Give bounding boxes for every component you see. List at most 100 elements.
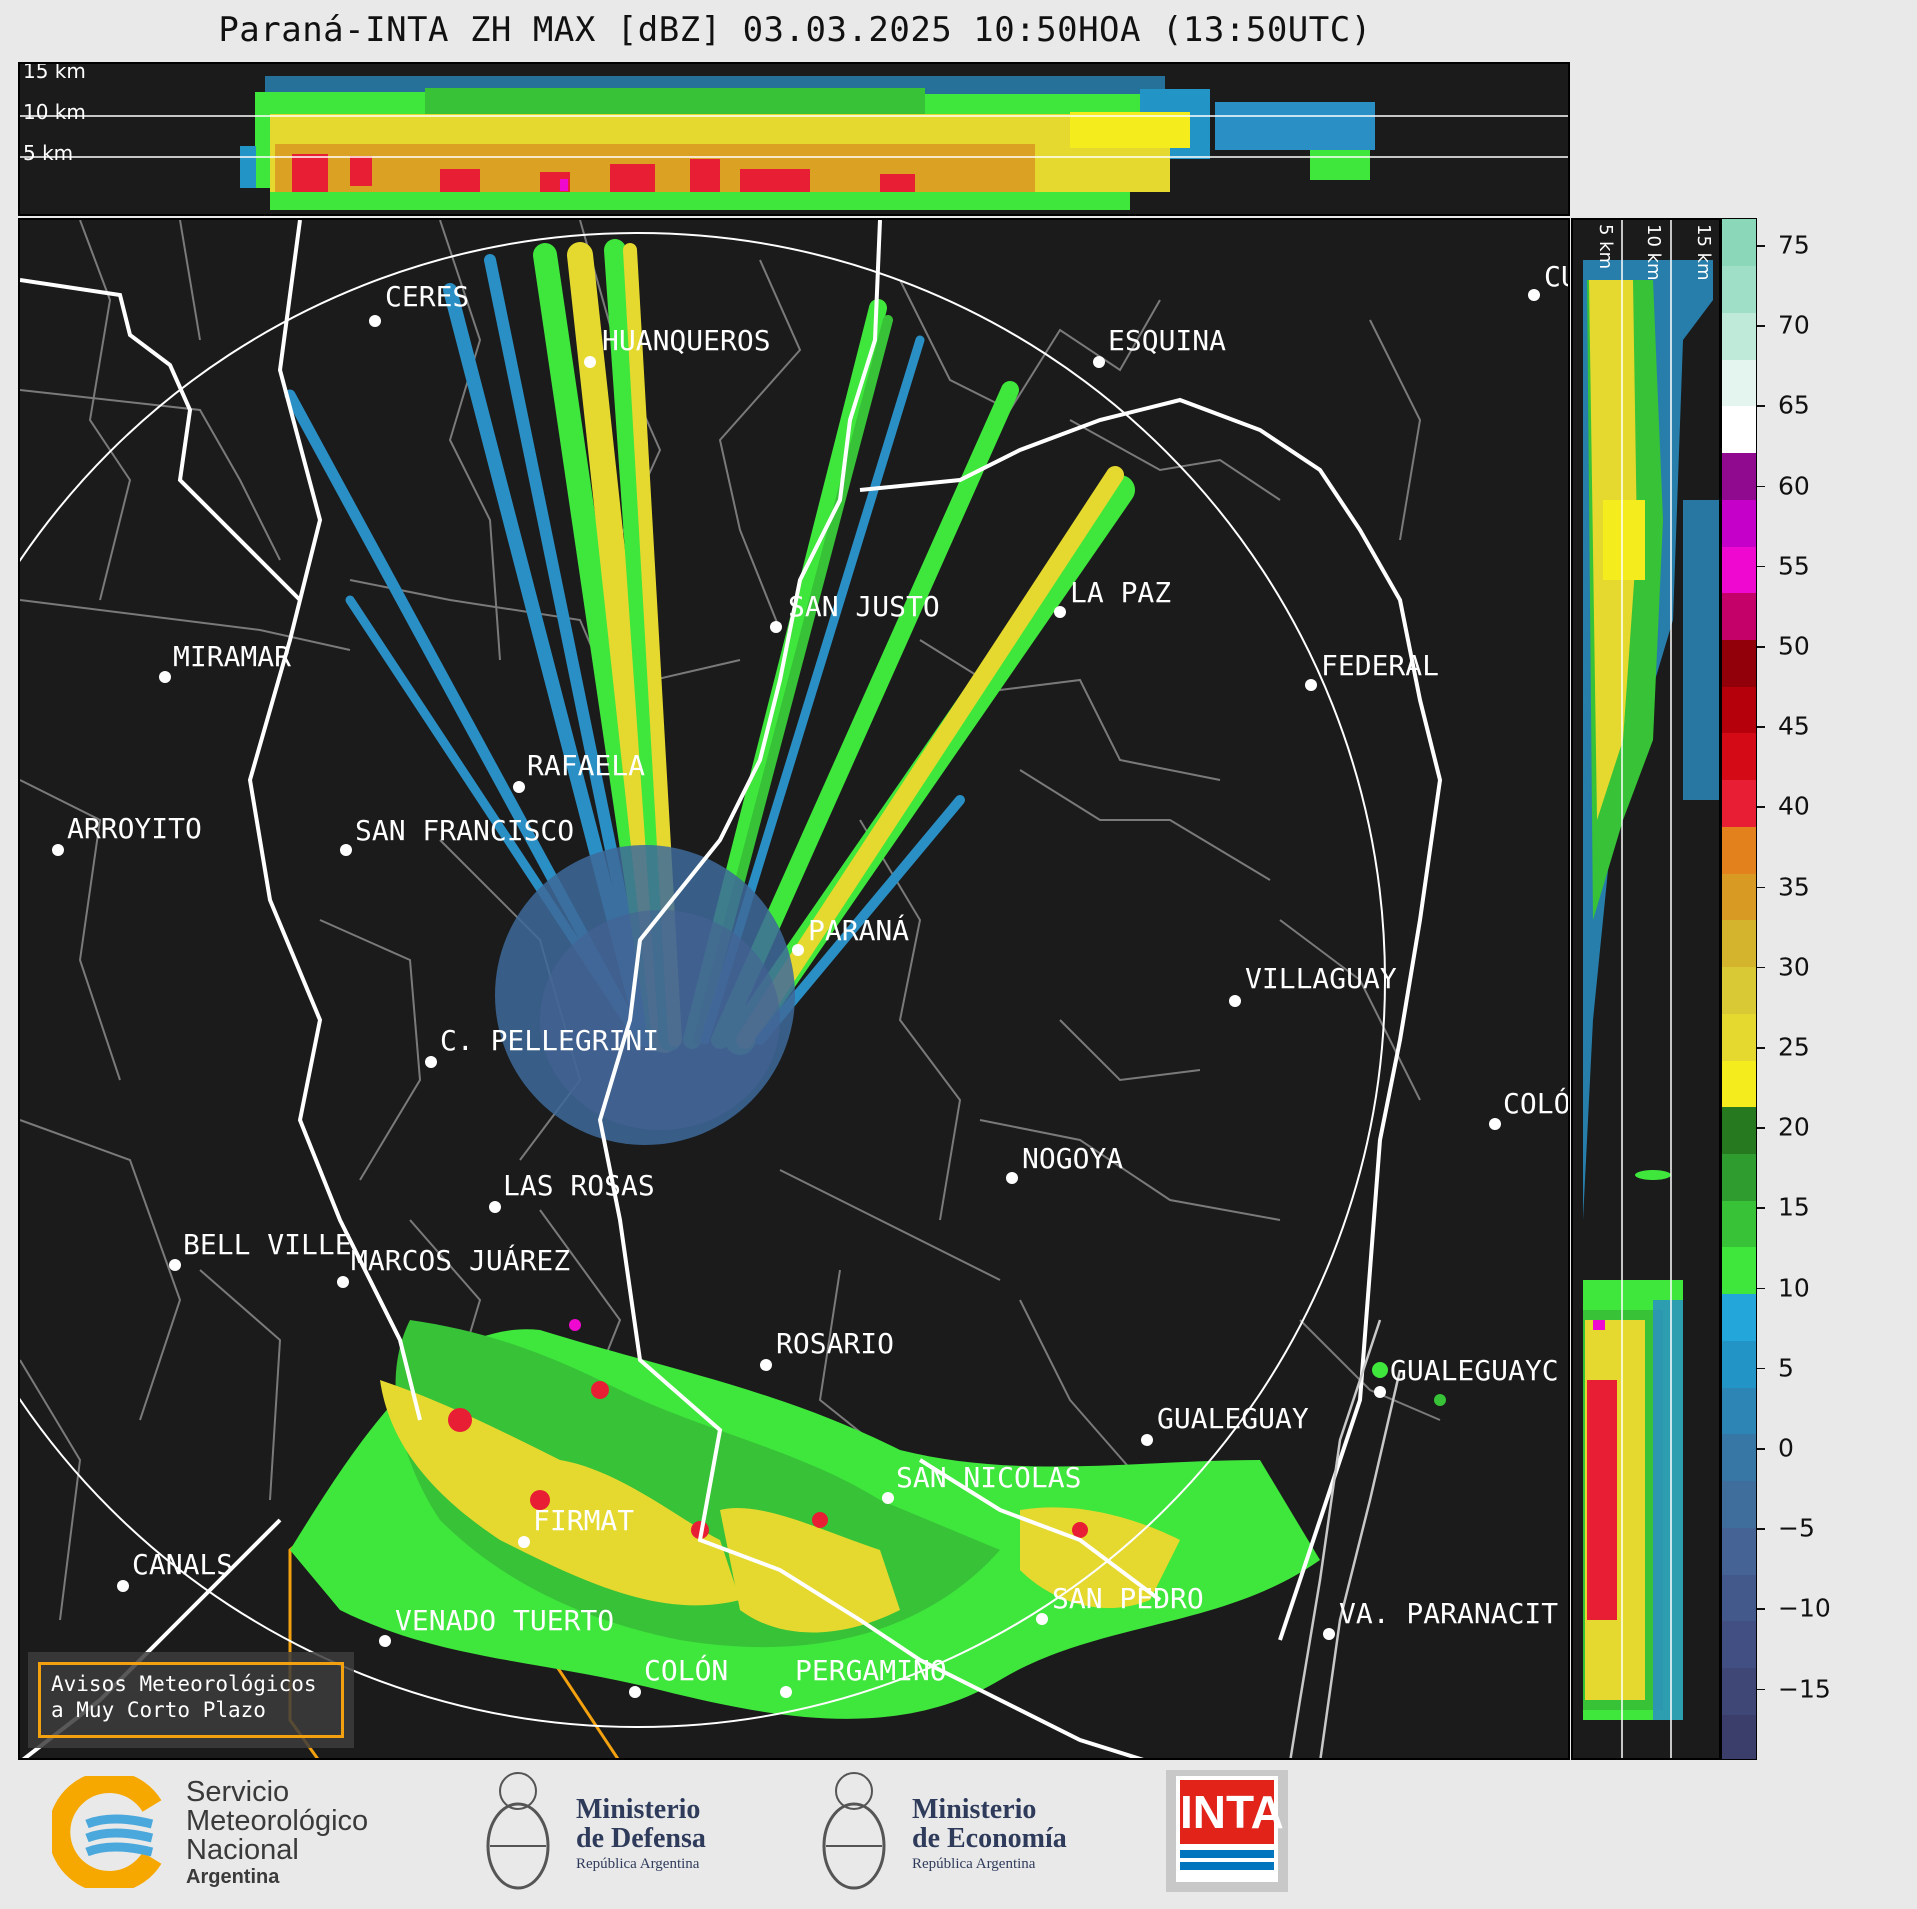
colorbar-tick xyxy=(1757,1207,1765,1209)
colorbar-segment xyxy=(1722,1480,1756,1528)
colorbar-segment xyxy=(1722,826,1756,874)
city-markers xyxy=(52,289,1540,1698)
colorbar-segment xyxy=(1722,1620,1756,1669)
colorbar-tick xyxy=(1757,485,1765,488)
storm-band xyxy=(290,1319,1446,1719)
city-label-venado-tuerto: VENADO TUERTO xyxy=(395,1604,614,1637)
colorbar-segment xyxy=(1722,1340,1756,1388)
colorbar-tick xyxy=(1757,806,1765,808)
altitude-label-5km: 5 km xyxy=(23,141,74,165)
colorbar-segment xyxy=(1722,1247,1756,1295)
colorbar-tick xyxy=(1757,1448,1765,1450)
smn-logo-icon xyxy=(52,1776,162,1888)
city-label-san-justo: SAN JUSTO xyxy=(788,590,940,623)
colorbar-tick-label: −15 xyxy=(1778,1674,1831,1704)
radar-map[interactable]: CERES HUANQUEROS ESQUINA CU SAN JUSTO LA… xyxy=(18,218,1570,1760)
altitude-label-10km: 10 km xyxy=(23,100,86,124)
colorbar-tick xyxy=(1757,1287,1765,1290)
colorbar xyxy=(1721,218,1757,1760)
colorbar-segment xyxy=(1722,265,1756,313)
city-label-arroyito: ARROYITO xyxy=(67,812,202,845)
colorbar-segment xyxy=(1722,733,1756,781)
colorbar-segment xyxy=(1722,1574,1756,1622)
altitude-label-5km-vertical: 5 km xyxy=(1595,224,1616,270)
colorbar-tick-label: −5 xyxy=(1778,1513,1815,1543)
city-label-san-francisco: SAN FRANCISCO xyxy=(355,814,574,847)
city-label-c-pellegrini: C. PELLEGRINI xyxy=(440,1024,659,1057)
rivers xyxy=(1289,1319,1402,1758)
city-label-canals: CANALS xyxy=(132,1548,233,1581)
colorbar-tick xyxy=(1757,325,1765,327)
colorbar-segment xyxy=(1722,873,1756,921)
colorbar-segment xyxy=(1722,1293,1756,1341)
right-xsec-echoes xyxy=(1583,260,1719,1720)
avisos-button[interactable]: Avisos Meteorológicos a Muy Corto Plazo xyxy=(28,1652,354,1748)
colorbar-segment xyxy=(1722,219,1756,267)
colorbar-tick-label: 45 xyxy=(1778,711,1810,741)
city-label-gualeguayc: GUALEGUAYC xyxy=(1390,1354,1559,1387)
city-label-huanqueros: HUANQUEROS xyxy=(602,324,771,357)
altitude-label-15km: 15 km xyxy=(23,62,86,83)
colorbar-tick xyxy=(1757,646,1765,648)
colorbar-tick xyxy=(1757,726,1765,728)
avisos-line1: Avisos Meteorológicos xyxy=(51,1672,317,1696)
colorbar-segment xyxy=(1722,1153,1756,1201)
colorbar-tick xyxy=(1757,1528,1765,1530)
colorbar-tick-label: 15 xyxy=(1778,1192,1810,1222)
city-label-bell-ville: BELL VILLE xyxy=(183,1228,352,1261)
defensa-coat-of-arms-icon xyxy=(486,1772,550,1890)
top-cross-section: 15 km 10 km 5 km xyxy=(18,62,1570,216)
colorbar-segment xyxy=(1722,639,1756,687)
smn-logo-text: Servicio Meteorológico Nacional Argentin… xyxy=(186,1776,369,1889)
city-labels: CERES HUANQUEROS ESQUINA CU SAN JUSTO LA… xyxy=(67,260,1570,1687)
colorbar-segment xyxy=(1722,1667,1756,1715)
city-label-san-nicolas: SAN NICOLAS xyxy=(896,1461,1081,1494)
city-label-cu: CU xyxy=(1544,260,1570,293)
colorbar-tick-label: 35 xyxy=(1778,872,1810,902)
city-label-esquina: ESQUINA xyxy=(1108,324,1226,357)
colorbar-segment xyxy=(1722,499,1756,547)
colorbar-segment xyxy=(1722,405,1756,454)
colorbar-segment xyxy=(1722,452,1756,500)
colorbar-tick xyxy=(1757,245,1765,247)
city-label-va-paranacit: VA. PARANACIT xyxy=(1339,1597,1558,1630)
colorbar-tick xyxy=(1757,1688,1765,1691)
colorbar-tick xyxy=(1757,405,1765,407)
city-label-nogoya: NOGOYA xyxy=(1022,1142,1123,1175)
colorbar-segment xyxy=(1722,779,1756,827)
city-label-la-paz: LA PAZ xyxy=(1070,576,1171,609)
colorbar-segment xyxy=(1722,919,1756,968)
city-label-san-pedro: SAN PEDRO xyxy=(1052,1582,1204,1615)
footer-logos: Servicio Meteorológico Nacional Argentin… xyxy=(0,1760,1917,1909)
colorbar-tick-label: 65 xyxy=(1778,390,1810,420)
city-label-villaguay: VILLAGUAY xyxy=(1245,962,1397,995)
colorbar-tick xyxy=(1757,565,1765,568)
city-label-rafaela: RAFAELA xyxy=(527,749,645,782)
altitude-label-10km-vertical: 10 km xyxy=(1643,224,1664,281)
colorbar-tick xyxy=(1757,966,1765,969)
colorbar-segment xyxy=(1722,966,1756,1014)
top-xsec-echoes xyxy=(240,76,1375,210)
city-label-marcos-juarez: MARCOS JUÁREZ xyxy=(351,1243,570,1277)
colorbar-tick-label: 30 xyxy=(1778,952,1810,982)
city-label-federal: FEDERAL xyxy=(1321,649,1439,682)
city-label-ceres: CERES xyxy=(385,280,469,313)
colorbar-tick-label: 0 xyxy=(1778,1433,1794,1463)
colorbar-tick-label: 55 xyxy=(1778,551,1810,581)
colorbar-segment xyxy=(1722,1433,1756,1482)
colorbar-segment xyxy=(1722,1527,1756,1575)
altitude-label-15km-vertical: 15 km xyxy=(1693,224,1714,281)
colorbar-tick-label: −10 xyxy=(1778,1593,1831,1623)
range-ring xyxy=(20,232,1386,1728)
city-label-gualeguay: GUALEGUAY xyxy=(1157,1402,1309,1435)
economia-coat-of-arms-icon xyxy=(822,1772,886,1890)
colorbar-tick-label: 20 xyxy=(1778,1112,1810,1142)
colorbar-segment xyxy=(1722,1060,1756,1108)
colorbar-segment xyxy=(1722,1387,1756,1435)
city-label-parana: PARANÁ xyxy=(808,913,909,947)
colorbar-tick xyxy=(1757,886,1765,889)
economia-logo-text: Ministerio de Economía República Argenti… xyxy=(912,1794,1067,1873)
avisos-line2: a Muy Corto Plazo xyxy=(51,1698,266,1722)
colorbar-segment xyxy=(1722,1013,1756,1061)
inta-logo: INTA xyxy=(1166,1770,1288,1892)
